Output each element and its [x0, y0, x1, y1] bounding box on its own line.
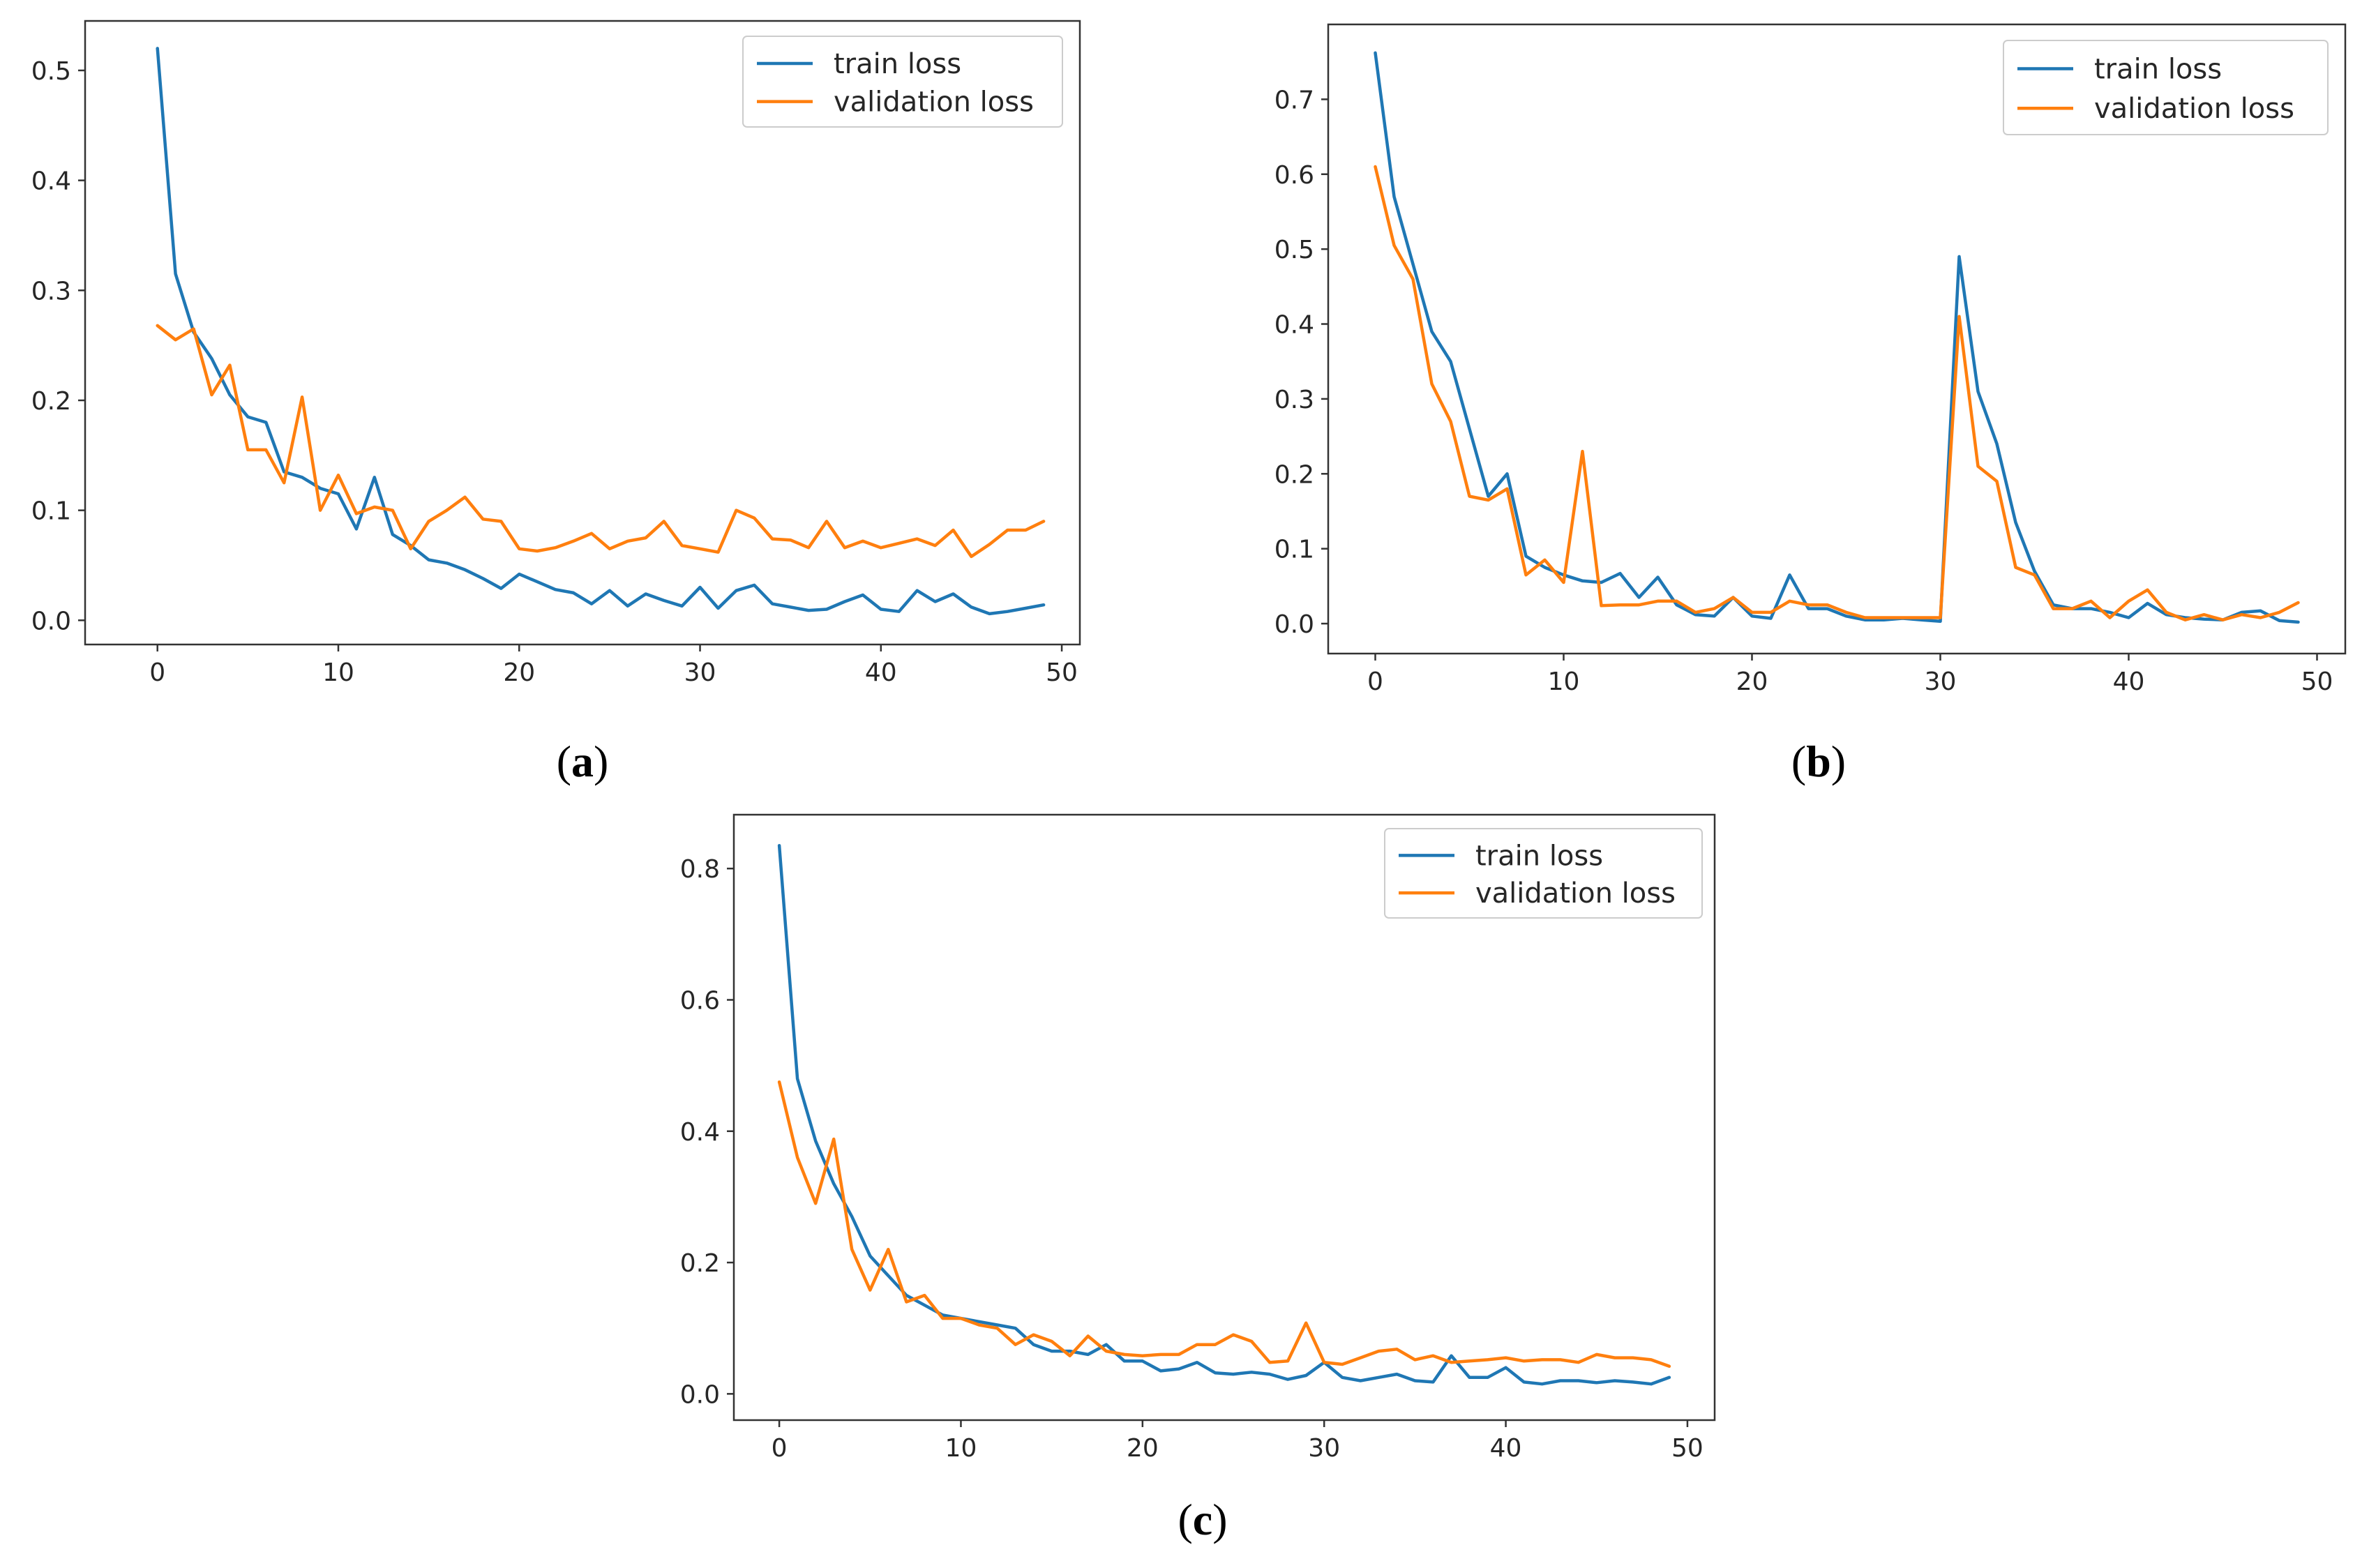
legend-label-train-loss: train loss	[1475, 840, 1603, 872]
legend-c: train loss validation loss	[1384, 828, 1703, 919]
charts-container: 0 10 20 30 40 50 0.0 0.1 0.2 0.3 0.4 0.5 train loss v…	[31, 20, 2347, 1544]
panel-caption-a: (a)	[557, 737, 609, 786]
y-tick-label: 0.6	[680, 986, 720, 1015]
caption-open-paren: (	[1791, 737, 1806, 786]
y-tick-label: 0.6	[1274, 161, 1314, 190]
chart-panel-c: 0 10 20 30 40 50 0.0 0.2 0.4 0.6 0.8 train loss vali…	[680, 813, 1716, 1544]
legend-b: train loss validation loss	[2003, 40, 2329, 135]
x-tick-label: 40	[2113, 668, 2145, 696]
legend-label-validation-loss: validation loss	[1475, 877, 1676, 910]
legend-label-train-loss: train loss	[834, 48, 961, 80]
y-tick-label: 0.3	[1274, 386, 1314, 414]
chart-panel-b: 0 10 20 30 40 50 0.0 0.1 0.2 0.3 0.4 0.5 0.6 0.7 train…	[1274, 23, 2347, 786]
legend-label-validation-loss: validation loss	[2094, 93, 2294, 125]
y-tick-label: 0.4	[31, 167, 71, 196]
plot-frame-b	[1327, 23, 2347, 655]
y-tick-label: 0.2	[1274, 460, 1314, 489]
caption-close-paren: )	[594, 737, 608, 786]
x-tick-label: 20	[503, 658, 535, 687]
y-tick-label: 0.7	[1274, 86, 1314, 114]
legend-a: train loss validation loss	[742, 36, 1063, 128]
panel-caption-c: (c)	[1178, 1495, 1227, 1544]
caption-close-paren: )	[1831, 737, 1846, 786]
x-tick-label: 50	[1671, 1434, 1704, 1463]
legend-box	[2003, 40, 2329, 135]
y-tick-label: 0.0	[31, 607, 71, 635]
caption-letter: b	[1806, 737, 1831, 786]
x-tick-label: 10	[322, 658, 354, 687]
legend-label-train-loss: train loss	[2094, 54, 2222, 86]
series-line-validation-loss	[1374, 165, 2300, 621]
y-tick-label: 0.0	[680, 1380, 720, 1409]
y-tick-label: 0.1	[31, 497, 71, 526]
y-tick-label: 0.3	[31, 277, 71, 306]
x-tick-label: 50	[1046, 658, 1078, 687]
series-line-train-loss	[777, 843, 1671, 1386]
y-tick-label: 0.2	[680, 1249, 720, 1278]
x-tick-label: 40	[1490, 1434, 1522, 1463]
y-tick-label: 0.5	[1274, 236, 1314, 264]
legend-label-validation-loss: validation loss	[834, 86, 1034, 119]
y-tick-label: 0.5	[31, 57, 71, 86]
x-tick-label: 50	[2301, 668, 2333, 696]
caption-open-paren: (	[557, 737, 571, 786]
plot-frame-a	[84, 20, 1081, 646]
y-tick-label: 0.2	[31, 387, 71, 416]
panel-caption-b: (b)	[1791, 737, 1846, 786]
x-tick-label: 10	[1548, 668, 1580, 696]
caption-close-paren: )	[1212, 1495, 1227, 1544]
y-tick-label: 0.4	[1274, 311, 1314, 340]
caption-letter: a	[571, 737, 594, 786]
legend-box	[742, 36, 1063, 128]
y-tick-label: 0.1	[1274, 536, 1314, 564]
y-tick-label: 0.4	[680, 1118, 720, 1147]
y-tick-label: 0.8	[680, 855, 720, 884]
series-line-validation-loss	[156, 324, 1046, 559]
chart-panel-a: 0 10 20 30 40 50 0.0 0.1 0.2 0.3 0.4 0.5 train loss v…	[31, 20, 1081, 786]
x-tick-label: 30	[1308, 1434, 1340, 1463]
legend-box	[1384, 828, 1703, 919]
series-line-validation-loss	[777, 1080, 1671, 1369]
x-tick-label: 20	[1127, 1434, 1159, 1463]
caption-letter: c	[1193, 1495, 1212, 1544]
caption-open-paren: (	[1178, 1495, 1192, 1544]
x-tick-label: 30	[684, 658, 716, 687]
x-tick-label: 20	[1736, 668, 1768, 696]
x-tick-label: 10	[945, 1434, 977, 1463]
x-tick-label: 0	[149, 658, 165, 687]
plot-frame-c	[732, 813, 1716, 1422]
series-line-train-loss	[1374, 51, 2300, 624]
x-tick-label: 0	[772, 1434, 788, 1463]
x-tick-label: 30	[1925, 668, 1957, 696]
series-line-train-loss	[156, 47, 1046, 616]
y-tick-label: 0.0	[1274, 610, 1314, 639]
x-tick-label: 0	[1367, 668, 1383, 696]
x-tick-label: 40	[865, 658, 897, 687]
